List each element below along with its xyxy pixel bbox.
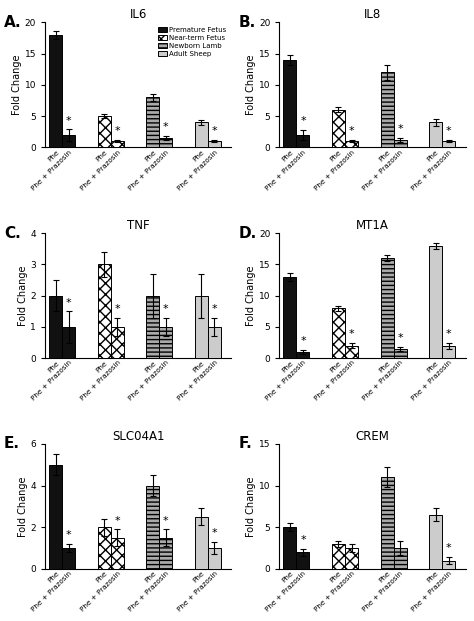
Bar — [296, 352, 310, 358]
Text: *: * — [115, 515, 120, 525]
Bar — [345, 141, 358, 147]
Bar — [296, 552, 310, 569]
Bar — [208, 548, 221, 569]
Bar — [49, 465, 62, 569]
Text: C.: C. — [4, 225, 21, 241]
Y-axis label: Fold Change: Fold Change — [246, 265, 256, 326]
Bar — [283, 60, 296, 147]
Y-axis label: Fold Change: Fold Change — [18, 265, 27, 326]
Bar — [393, 140, 407, 147]
Bar — [208, 141, 221, 147]
Bar — [296, 135, 310, 147]
Bar — [381, 477, 393, 569]
Y-axis label: Fold Change: Fold Change — [246, 55, 256, 116]
Text: *: * — [397, 333, 403, 343]
Y-axis label: Fold Change: Fold Change — [12, 55, 22, 116]
Legend: Premature Fetus, Near-term Fetus, Newborn Lamb, Adult Sheep: Premature Fetus, Near-term Fetus, Newbor… — [157, 26, 228, 58]
Title: IL6: IL6 — [129, 8, 147, 21]
Bar — [442, 346, 455, 358]
Bar — [49, 35, 62, 147]
Title: MT1A: MT1A — [356, 219, 389, 232]
Bar — [429, 515, 442, 569]
Bar — [146, 486, 159, 569]
Bar — [208, 327, 221, 358]
Text: E.: E. — [4, 437, 20, 451]
Bar — [381, 73, 393, 147]
Bar — [393, 349, 407, 358]
Bar — [159, 538, 173, 569]
Y-axis label: Fold Change: Fold Change — [246, 476, 256, 537]
Text: *: * — [300, 116, 306, 126]
Text: *: * — [115, 126, 120, 136]
Text: *: * — [446, 126, 452, 136]
Text: *: * — [300, 337, 306, 347]
Bar — [98, 265, 111, 358]
Bar — [159, 138, 173, 147]
Bar — [62, 548, 75, 569]
Title: SLC04A1: SLC04A1 — [112, 430, 164, 443]
Bar — [195, 517, 208, 569]
Bar — [111, 141, 124, 147]
Bar — [283, 527, 296, 569]
Bar — [111, 538, 124, 569]
Bar — [345, 346, 358, 358]
Bar — [442, 141, 455, 147]
Bar — [345, 548, 358, 569]
Y-axis label: Fold Change: Fold Change — [18, 476, 27, 537]
Bar — [332, 308, 345, 358]
Text: A.: A. — [4, 15, 22, 30]
Bar — [429, 122, 442, 147]
Text: D.: D. — [238, 225, 256, 241]
Text: *: * — [349, 329, 355, 340]
Bar — [98, 116, 111, 147]
Text: *: * — [212, 126, 217, 136]
Bar — [62, 327, 75, 358]
Text: *: * — [212, 304, 217, 314]
Bar — [332, 544, 345, 569]
Text: *: * — [163, 515, 169, 525]
Bar — [111, 327, 124, 358]
Text: *: * — [66, 297, 72, 307]
Text: *: * — [300, 535, 306, 545]
Title: TNF: TNF — [127, 219, 150, 232]
Text: *: * — [163, 122, 169, 132]
Bar — [393, 548, 407, 569]
Bar — [98, 527, 111, 569]
Text: *: * — [397, 124, 403, 134]
Text: *: * — [212, 528, 217, 538]
Title: IL8: IL8 — [364, 8, 381, 21]
Bar — [442, 561, 455, 569]
Bar — [283, 277, 296, 358]
Bar — [62, 135, 75, 147]
Text: *: * — [115, 304, 120, 314]
Title: CREM: CREM — [356, 430, 390, 443]
Bar — [49, 296, 62, 358]
Bar — [146, 296, 159, 358]
Text: *: * — [446, 329, 452, 339]
Text: *: * — [66, 530, 72, 540]
Bar — [159, 327, 173, 358]
Bar — [429, 246, 442, 358]
Text: B.: B. — [238, 15, 255, 30]
Text: *: * — [66, 116, 72, 125]
Bar — [195, 296, 208, 358]
Bar — [195, 122, 208, 147]
Text: *: * — [446, 543, 452, 553]
Text: *: * — [163, 304, 169, 314]
Bar — [146, 97, 159, 147]
Text: *: * — [349, 126, 355, 136]
Bar — [332, 110, 345, 147]
Text: F.: F. — [238, 437, 252, 451]
Bar — [381, 258, 393, 358]
